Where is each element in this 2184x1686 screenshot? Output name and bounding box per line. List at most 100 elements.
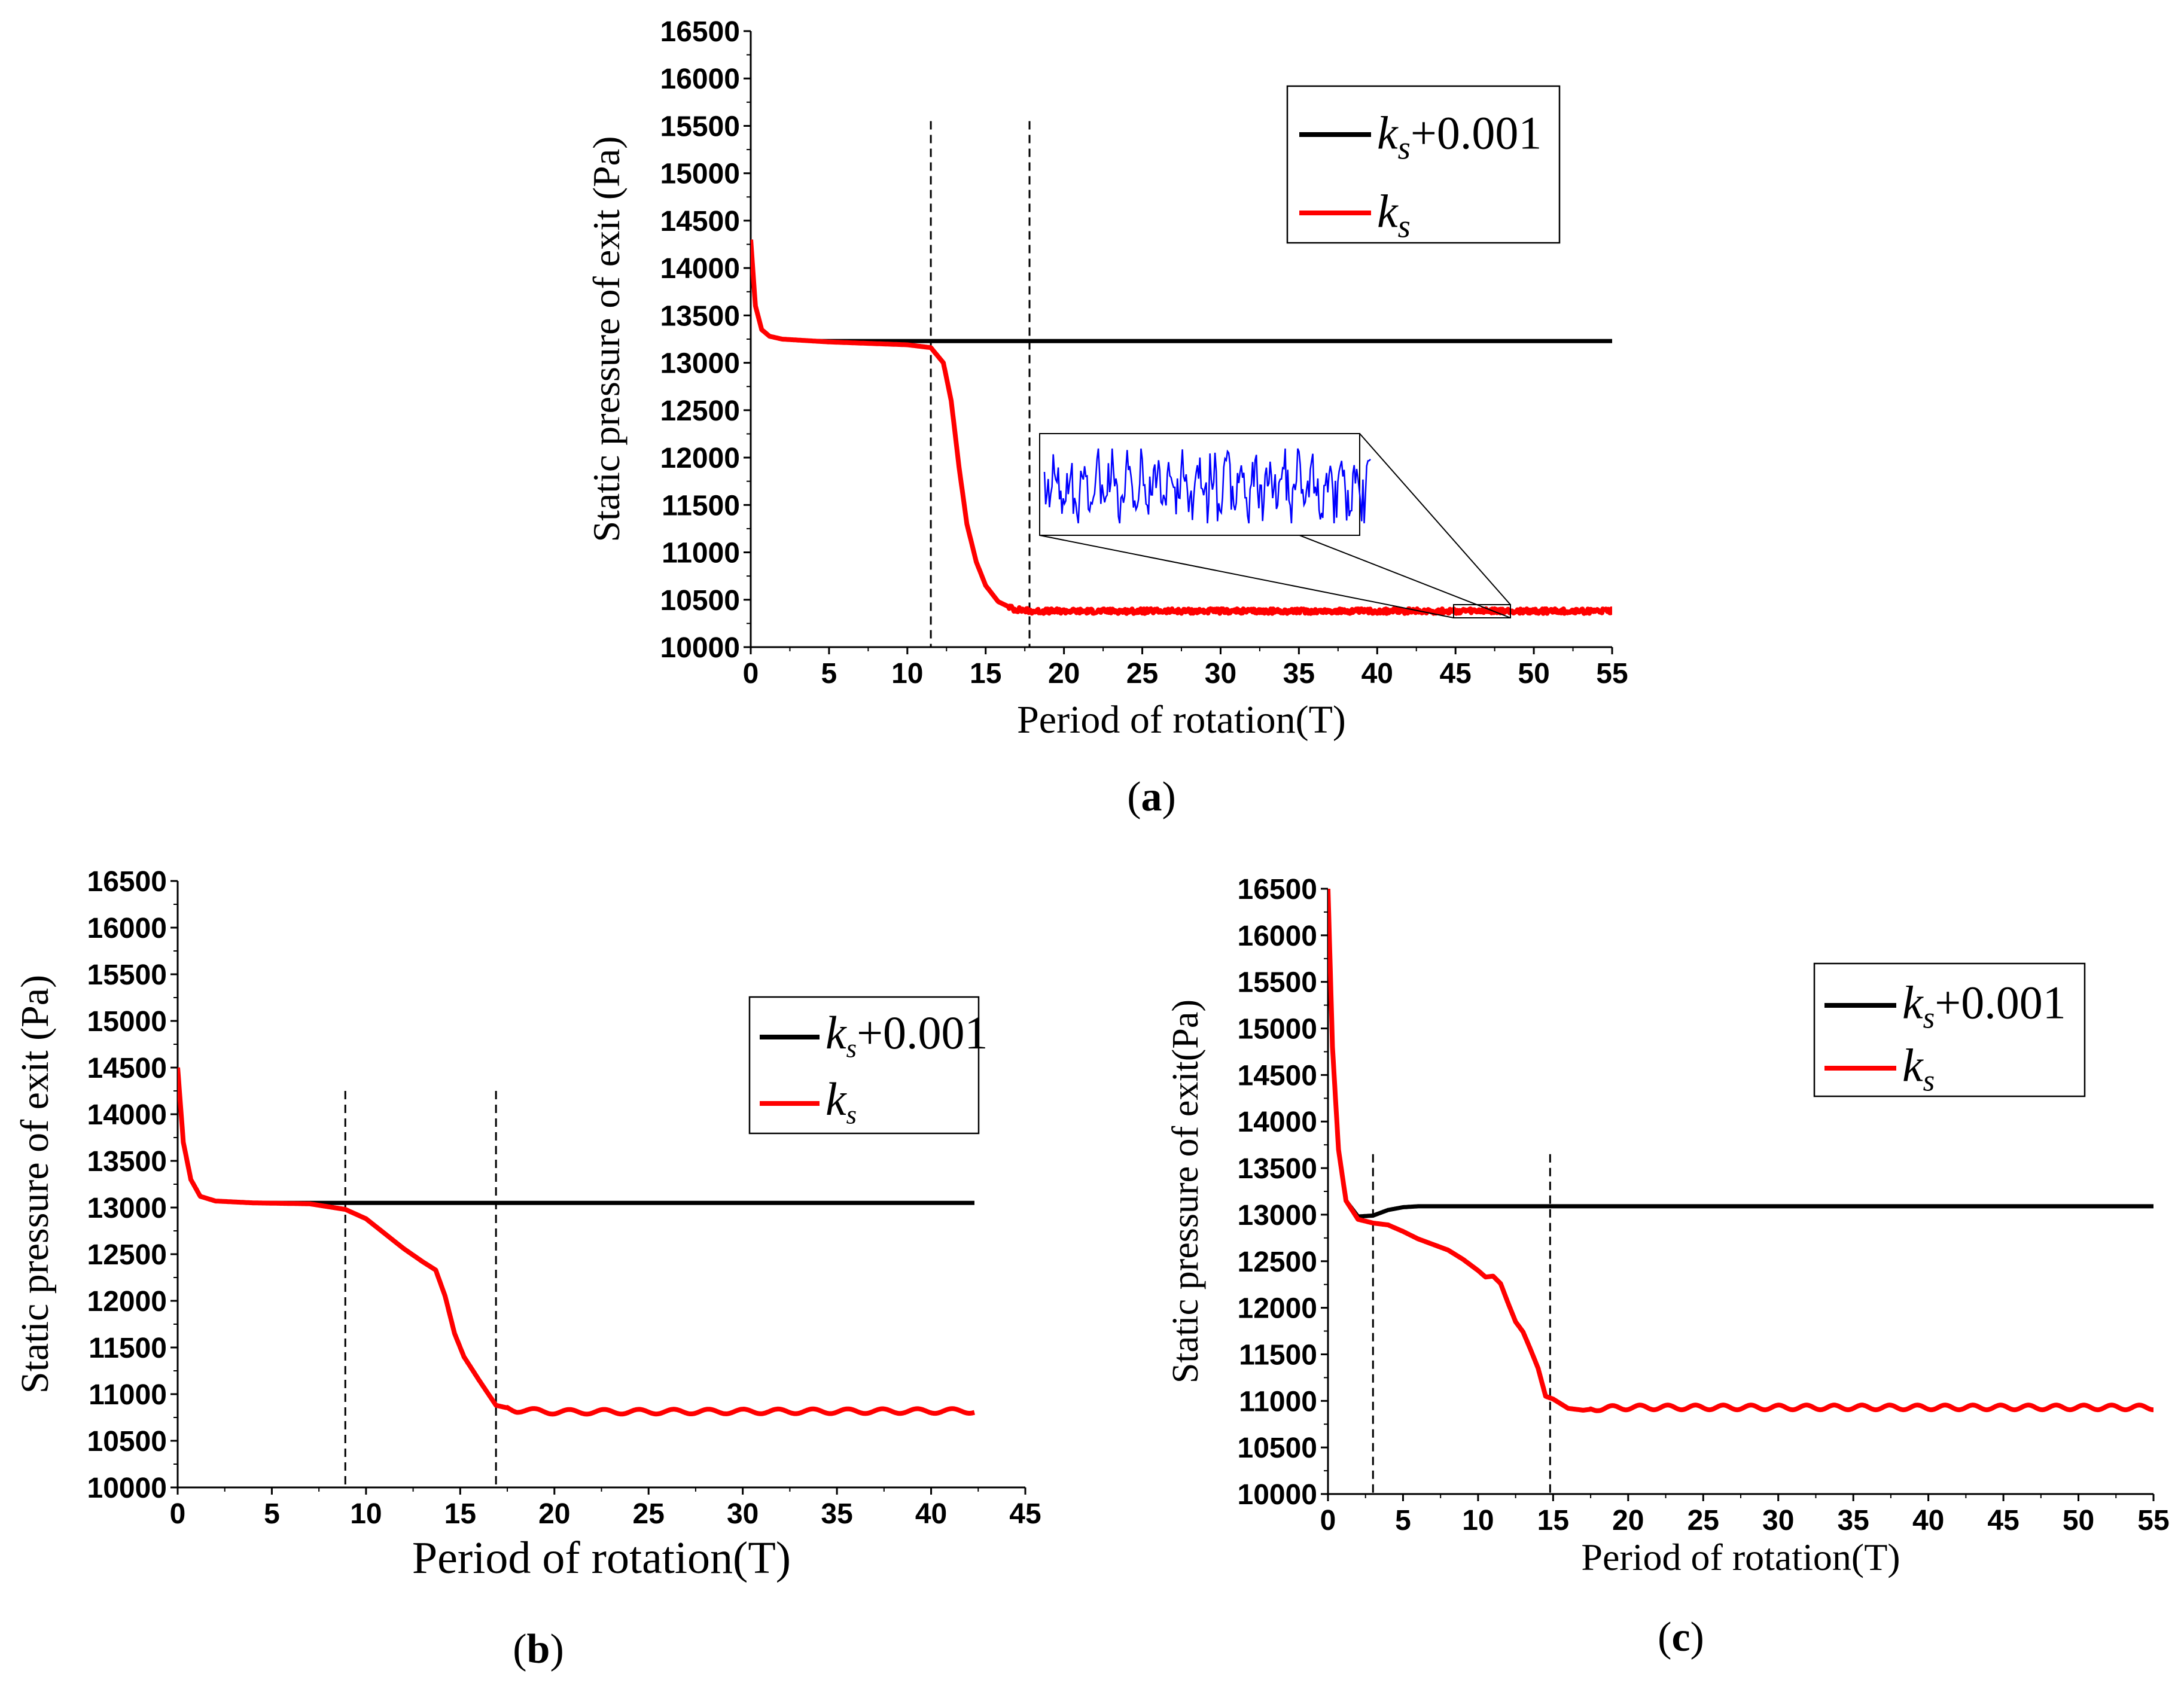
x-tick-label: 20 xyxy=(1048,658,1080,690)
y-tick-label: 16000 xyxy=(87,913,167,944)
y-tick-label: 16000 xyxy=(660,63,740,95)
y-tick-label: 10000 xyxy=(87,1472,167,1504)
x-axis-title: Period of rotation(T) xyxy=(1017,698,1346,742)
panel-label: (a) xyxy=(1127,774,1176,820)
plot-area xyxy=(1328,889,2153,1413)
x-tick-label: 15 xyxy=(970,658,1001,690)
y-tick-label: 15500 xyxy=(1238,967,1317,999)
chart-panel-a: 1000010500110001150012000125001300013500… xyxy=(585,16,1628,820)
x-tick-label: 45 xyxy=(1439,658,1471,690)
x-tick-label: 35 xyxy=(1837,1505,1869,1536)
x-tick-label: 40 xyxy=(1361,658,1393,690)
y-tick-label: 14000 xyxy=(660,253,740,285)
x-tick-label: 35 xyxy=(1283,658,1315,690)
y-tick-label: 15500 xyxy=(660,111,740,142)
legend-label: ks xyxy=(1902,1039,1935,1097)
x-tick-label: 15 xyxy=(444,1498,476,1530)
x-tick-label: 0 xyxy=(1320,1505,1336,1536)
panel-label: (b) xyxy=(513,1626,564,1672)
x-tick-label: 45 xyxy=(1009,1498,1041,1530)
x-tick-label: 0 xyxy=(743,658,759,690)
y-tick-label: 11500 xyxy=(89,1333,167,1364)
x-tick-label: 10 xyxy=(891,658,923,690)
x-tick-label: 50 xyxy=(2063,1505,2094,1536)
y-tick-label: 10000 xyxy=(660,632,740,664)
y-tick-label: 13000 xyxy=(1238,1200,1317,1231)
y-tick-label: 12000 xyxy=(1238,1293,1317,1325)
x-tick-label: 20 xyxy=(1612,1505,1644,1536)
x-tick-label: 25 xyxy=(633,1498,665,1530)
x-tick-label: 40 xyxy=(1912,1505,1944,1536)
y-tick-label: 13000 xyxy=(87,1193,167,1224)
x-tick-label: 30 xyxy=(1205,658,1236,690)
y-tick-label: 15000 xyxy=(87,1006,167,1038)
y-tick-label: 11000 xyxy=(1239,1386,1317,1417)
plot-area xyxy=(751,239,1612,616)
plot-area xyxy=(178,1067,976,1417)
y-tick-label: 12500 xyxy=(660,395,740,427)
chart-panel-b: 10000 10500 11000 11500 12000 12500 13000 13500… xyxy=(13,866,1041,1672)
x-tick-label: 45 xyxy=(1987,1505,2019,1536)
y-tick-label: 11000 xyxy=(662,538,740,569)
y-tick-label: 14500 xyxy=(660,206,740,237)
x-tick-label: 5 xyxy=(264,1498,280,1530)
y-tick-label: 12000 xyxy=(87,1286,167,1318)
legend-label: ks+0.001 xyxy=(826,1007,988,1063)
x-tick-label: 25 xyxy=(1688,1505,1719,1536)
y-tick-label: 15000 xyxy=(1238,1014,1317,1045)
legend-label: ks xyxy=(826,1073,857,1129)
x-axis-title: Period of rotation(T) xyxy=(412,1533,791,1583)
y-tick-label: 10500 xyxy=(1238,1432,1317,1464)
legend-label: ks+0.001 xyxy=(1377,106,1542,166)
y-tick-label: 10500 xyxy=(660,585,740,617)
y-tick-label: 13500 xyxy=(660,300,740,332)
y-tick-label: 16500 xyxy=(87,866,167,898)
y-tick-label: 15500 xyxy=(87,959,167,991)
legend-label: ks+0.001 xyxy=(1902,977,2066,1035)
y-tick-label: 15000 xyxy=(660,158,740,190)
series-line-ks xyxy=(178,1067,976,1417)
series-line-ks-plus-0001 xyxy=(751,249,1612,343)
y-tick-label: 12500 xyxy=(87,1239,167,1271)
y-tick-label: 13000 xyxy=(660,348,740,380)
legend-label: ks xyxy=(1377,185,1411,244)
y-tick-label: 14500 xyxy=(87,1053,167,1084)
y-tick-label: 12000 xyxy=(660,443,740,474)
y-tick-label: 12500 xyxy=(1238,1246,1317,1278)
x-tick-label: 15 xyxy=(1537,1505,1569,1536)
x-tick-label: 30 xyxy=(727,1498,759,1530)
x-axis-title: Period of rotation(T) xyxy=(1581,1536,1900,1578)
y-tick-label: 16500 xyxy=(660,16,740,48)
y-tick-label: 10000 xyxy=(1238,1479,1317,1511)
x-tick-label: 5 xyxy=(1395,1505,1411,1536)
y-tick-label: 10500 xyxy=(87,1426,167,1458)
zoom-region-box xyxy=(1453,604,1511,618)
chart-panel-c: 10000 10500 11000 11500 12000 12500 13000 13500… xyxy=(1165,874,2170,1660)
panel-label: (c) xyxy=(1658,1614,1704,1660)
zoom-connector-line xyxy=(1359,433,1511,605)
legend-box xyxy=(1813,962,2086,1097)
x-tick-label: 50 xyxy=(1518,658,1549,690)
x-tick-label: 5 xyxy=(821,658,837,690)
y-tick-label: 13500 xyxy=(1238,1153,1317,1185)
series-line-ks xyxy=(1328,889,2153,1413)
y-axis-title: Static pressure of exit(Pa) xyxy=(1165,999,1206,1383)
y-axis-title: Static pressure of exit (Pa) xyxy=(13,975,57,1394)
y-tick-label: 13500 xyxy=(87,1146,167,1178)
y-tick-label: 16000 xyxy=(1238,920,1317,952)
series-line-ks xyxy=(751,239,1612,616)
x-tick-label: 25 xyxy=(1126,658,1158,690)
x-tick-label: 35 xyxy=(821,1498,852,1530)
y-tick-label: 11500 xyxy=(1239,1339,1317,1371)
legend-box xyxy=(1286,85,1561,244)
x-tick-label: 40 xyxy=(915,1498,947,1530)
y-tick-label: 14000 xyxy=(1238,1106,1317,1138)
y-axis-title: Static pressure of exit (Pa) xyxy=(585,136,628,542)
x-tick-label: 10 xyxy=(350,1498,382,1530)
legend-box xyxy=(748,996,980,1135)
series-line-ks-plus-0001 xyxy=(1328,889,2153,1219)
x-tick-label: 30 xyxy=(1762,1505,1794,1536)
y-tick-label: 11500 xyxy=(662,490,740,522)
x-tick-label: 55 xyxy=(2137,1505,2169,1536)
